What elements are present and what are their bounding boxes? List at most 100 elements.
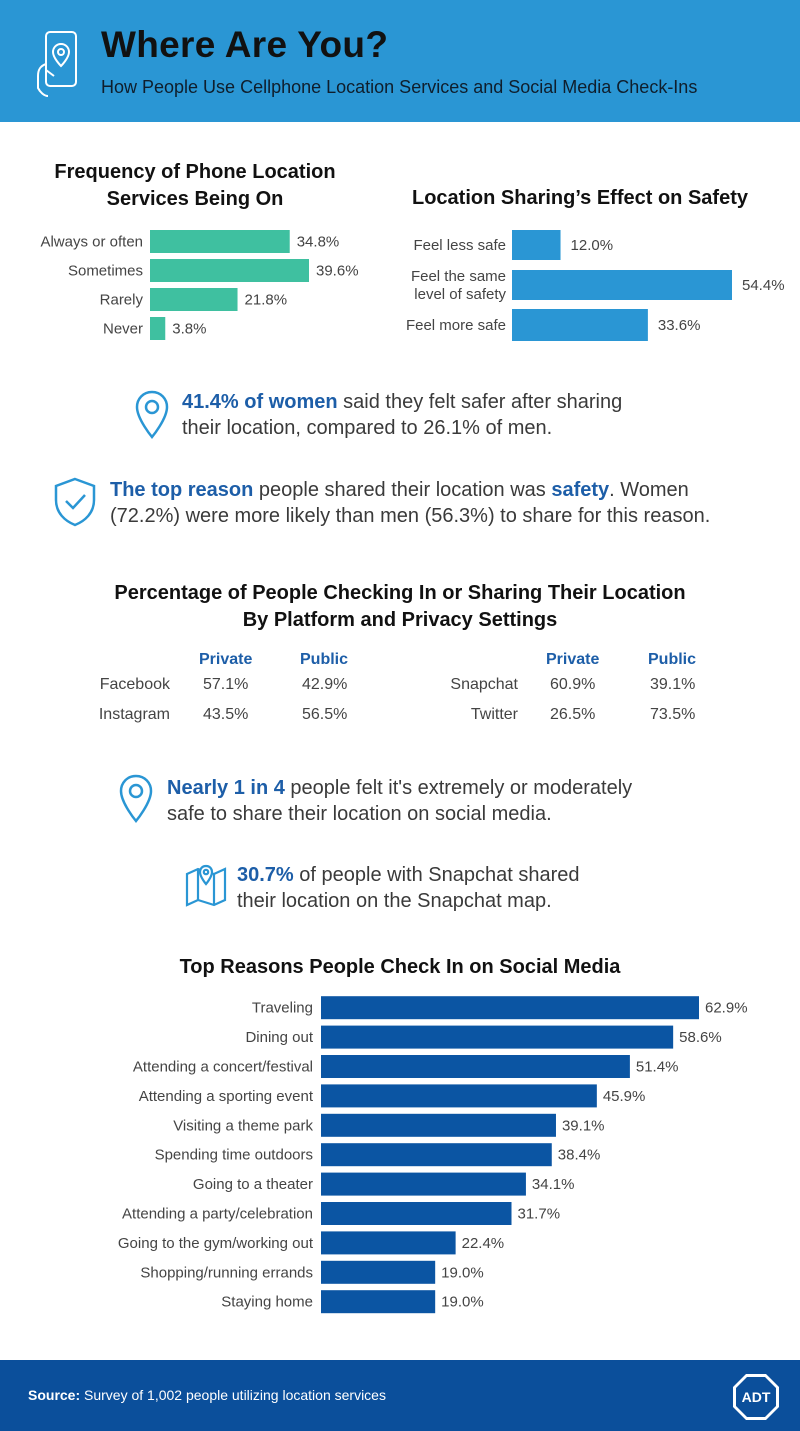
value-label: 19.0%	[441, 1264, 484, 1281]
table-cell: 60.9%	[550, 676, 596, 693]
column-header-public: Public	[300, 651, 349, 668]
nearly-text-line2: safe to share their location on social m…	[167, 803, 552, 825]
value-label: 39.6%	[316, 263, 359, 280]
map-icon	[185, 864, 227, 907]
category-label: Feel less safe	[413, 237, 506, 254]
nearly-text-line1: people felt it's extremely or moderately	[284, 777, 633, 799]
source-label: Source:	[28, 1387, 81, 1403]
category-label: Always or often	[40, 234, 143, 251]
bar-reasons	[321, 996, 699, 1020]
platform-table-title: Percentage of People Checking In or Shar…	[20, 580, 780, 634]
women-highlight: 41.4% of women	[182, 391, 338, 413]
safety-highlight: safety	[551, 479, 610, 501]
top-reason-text-line2: (72.2%) were more likely than men (56.3%…	[110, 505, 711, 527]
category-label: Traveling	[252, 1000, 313, 1017]
location-pin-icon	[135, 390, 169, 439]
category-label: Attending a sporting event	[139, 1088, 314, 1105]
bar-safety	[512, 230, 561, 260]
table-cell: 42.9%	[302, 676, 348, 693]
bar-reasons	[321, 1113, 556, 1137]
bar-reasons	[321, 1025, 674, 1049]
footer: Source: Survey of 1,002 people utilizing…	[0, 1360, 800, 1431]
women-callout: 41.4% of women said they felt safer afte…	[182, 389, 702, 441]
category-label: Sometimes	[68, 263, 143, 280]
adt-logo: ADT	[733, 1374, 779, 1420]
column-header-private: Private	[199, 651, 253, 668]
frequency-chart: Always or often 34.8% Sometimes 39.6% Rarely…	[40, 230, 359, 340]
value-label: 38.4%	[558, 1147, 601, 1164]
bar-reasons	[321, 1084, 597, 1108]
value-label: 34.8%	[297, 234, 340, 251]
snapchat-highlight: 30.7%	[237, 864, 294, 886]
reasons-chart: Traveling 62.9% Dining out 58.6% Attending a…	[118, 996, 748, 1314]
header: Where Are You? How People Use Cellphone …	[0, 0, 800, 122]
bar-reasons	[321, 1055, 630, 1078]
table-cell: 57.1%	[203, 676, 249, 693]
safety-chart-title: Location Sharing’s Effect on Safety	[412, 187, 748, 209]
table-cell: 73.5%	[650, 706, 696, 723]
women-text-line2: their location, compared to 26.1% of men…	[182, 417, 553, 439]
shield-check-icon	[54, 477, 96, 527]
table-cell: 39.1%	[650, 676, 696, 693]
category-label: Staying home	[221, 1294, 313, 1311]
source-note: Source: Survey of 1,002 people utilizing…	[28, 1387, 386, 1403]
category-label: Dining out	[245, 1029, 313, 1046]
snapchat-text-line1: of people with Snapchat shared	[293, 864, 580, 886]
top-reason-text-a: people shared their location was	[253, 479, 552, 501]
category-label: Attending a concert/festival	[133, 1059, 313, 1076]
bar-reasons	[321, 1172, 526, 1196]
table-row-label: Twitter	[470, 706, 518, 723]
value-label: 33.6%	[658, 317, 701, 334]
bar-reasons	[321, 1231, 456, 1255]
category-label: Going to the gym/working out	[118, 1235, 314, 1252]
category-label: Feel more safe	[406, 317, 506, 334]
value-label: 22.4%	[462, 1235, 505, 1252]
women-text-line1: said they felt safer after sharing	[337, 391, 623, 413]
value-label: 45.9%	[603, 1088, 646, 1105]
bar-reasons	[321, 1143, 552, 1167]
location-pin-icon	[119, 774, 153, 823]
bar-reasons	[321, 1260, 436, 1284]
value-label: 62.9%	[705, 1000, 748, 1017]
value-label: 19.0%	[441, 1294, 484, 1311]
bar-safety	[512, 309, 648, 341]
table-row-label: Snapchat	[450, 676, 518, 693]
bar-frequency	[150, 288, 238, 311]
frequency-chart-title: Frequency of Phone Location Services Bei…	[20, 159, 370, 213]
frequency-title-line2: Services Being On	[106, 188, 284, 210]
top-reason-callout: The top reason people shared their locat…	[110, 477, 790, 529]
adt-logo-text: ADT	[742, 1389, 771, 1405]
value-label: 12.0%	[571, 237, 614, 254]
value-label: 39.1%	[562, 1117, 605, 1134]
category-label: Going to a theater	[193, 1176, 313, 1193]
bar-frequency	[150, 230, 290, 253]
column-header-private: Private	[546, 651, 600, 668]
category-label: level of safety	[414, 286, 506, 303]
snapchat-text-line2: their location on the Snapchat map.	[237, 890, 552, 912]
table-row-label: Instagram	[98, 706, 170, 723]
top-reason-highlight: The top reason	[110, 479, 254, 501]
value-label: 51.4%	[636, 1059, 679, 1076]
value-label: 34.1%	[532, 1176, 575, 1193]
table-cell: 26.5%	[550, 706, 596, 723]
bar-reasons	[321, 1202, 512, 1225]
category-label: Shopping/running errands	[140, 1264, 313, 1281]
value-label: 21.8%	[245, 292, 288, 309]
bar-reasons	[321, 1290, 436, 1314]
bar-frequency	[150, 317, 166, 340]
column-header-public: Public	[648, 651, 697, 668]
frequency-title-line1: Frequency of Phone Location	[54, 161, 336, 183]
category-label: Attending a party/celebration	[122, 1206, 313, 1223]
table-row-label: Facebook	[99, 676, 170, 693]
platform-title-line2: By Platform and Privacy Settings	[242, 609, 558, 631]
nearly-highlight: Nearly 1 in 4	[167, 777, 285, 799]
snapchat-callout: 30.7% of people with Snapchat shared the…	[237, 862, 657, 914]
nearly-callout: Nearly 1 in 4 people felt it's extremely…	[167, 775, 727, 827]
value-label: 58.6%	[679, 1029, 722, 1046]
table-cell: 56.5%	[302, 706, 348, 723]
table-cell: 43.5%	[203, 706, 249, 723]
platform-title-line1: Percentage of People Checking In or Shar…	[114, 582, 686, 604]
category-label: Never	[103, 321, 143, 338]
top-reason-text-b: . Women	[609, 479, 689, 501]
